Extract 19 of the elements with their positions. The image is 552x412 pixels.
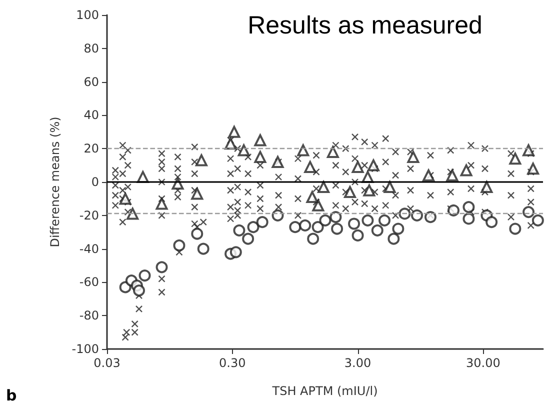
x-tick-label: 3.00 bbox=[344, 356, 372, 370]
y-tick-label: 60 bbox=[84, 74, 99, 89]
y-tick-label: 40 bbox=[84, 108, 99, 122]
y-tick-label: -80 bbox=[79, 308, 99, 323]
y-tick-label: -20 bbox=[79, 208, 99, 222]
y-tick-label: -40 bbox=[79, 242, 99, 256]
x-tick-label: 0.30 bbox=[219, 356, 246, 370]
x-axis-title: TSH APTM (mIU/l) bbox=[271, 384, 378, 398]
y-tick-label: 100 bbox=[76, 8, 99, 22]
y-tick-label: 0 bbox=[91, 175, 99, 189]
x-tick-label: 0.03 bbox=[94, 356, 120, 370]
text: b bbox=[6, 386, 17, 404]
y-tick-label: -60 bbox=[79, 275, 99, 290]
x-tick-label: 30.00 bbox=[466, 356, 500, 370]
y-tick-label: 20 bbox=[84, 142, 99, 156]
y-axis-title: Difference means (%) bbox=[48, 116, 62, 248]
chart-title: Results as measured bbox=[248, 12, 482, 40]
y-tick-label: -100 bbox=[72, 342, 99, 356]
y-tick-label: 80 bbox=[84, 41, 99, 56]
